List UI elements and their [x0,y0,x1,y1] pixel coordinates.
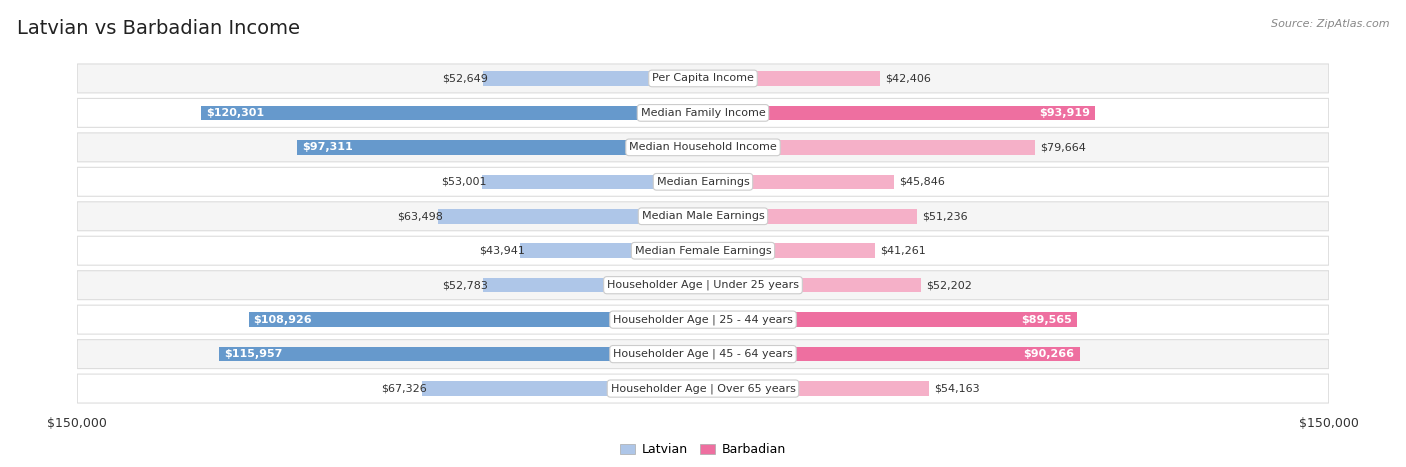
Text: $67,326: $67,326 [381,383,427,394]
Bar [439,209,703,224]
Text: $108,926: $108,926 [253,315,312,325]
Text: Median Male Earnings: Median Male Earnings [641,211,765,221]
Bar [703,312,1077,327]
Legend: Latvian, Barbadian: Latvian, Barbadian [616,439,790,461]
Text: $54,163: $54,163 [934,383,980,394]
FancyBboxPatch shape [77,133,1329,162]
Text: $53,001: $53,001 [441,177,486,187]
Text: $51,236: $51,236 [922,211,967,221]
FancyBboxPatch shape [77,305,1329,334]
Bar [703,175,894,189]
Text: $93,919: $93,919 [1039,108,1090,118]
Text: Per Capita Income: Per Capita Income [652,73,754,84]
Bar [422,382,703,396]
Text: $42,406: $42,406 [884,73,931,84]
Text: Householder Age | 45 - 64 years: Householder Age | 45 - 64 years [613,349,793,359]
Bar [703,140,1035,155]
Text: $97,311: $97,311 [302,142,353,152]
FancyBboxPatch shape [77,340,1329,368]
FancyBboxPatch shape [77,374,1329,403]
Text: $79,664: $79,664 [1040,142,1087,152]
Bar [703,243,875,258]
Text: $52,202: $52,202 [925,280,972,290]
Text: $41,261: $41,261 [880,246,927,256]
Bar [703,209,917,224]
Text: $63,498: $63,498 [398,211,443,221]
Bar [520,243,703,258]
Bar [201,106,703,120]
FancyBboxPatch shape [77,64,1329,93]
Text: Median Female Earnings: Median Female Earnings [634,246,772,256]
Bar [484,71,703,85]
Text: Median Household Income: Median Household Income [628,142,778,152]
Bar [703,71,880,85]
Text: Householder Age | Under 25 years: Householder Age | Under 25 years [607,280,799,290]
Bar [703,382,929,396]
Text: $89,565: $89,565 [1021,315,1071,325]
Text: $52,649: $52,649 [443,73,488,84]
Bar [703,106,1095,120]
FancyBboxPatch shape [77,167,1329,196]
Bar [482,175,703,189]
FancyBboxPatch shape [77,202,1329,231]
Bar [703,347,1080,361]
Text: Householder Age | 25 - 44 years: Householder Age | 25 - 44 years [613,314,793,325]
Text: Householder Age | Over 65 years: Householder Age | Over 65 years [610,383,796,394]
Text: $43,941: $43,941 [479,246,524,256]
Text: Source: ZipAtlas.com: Source: ZipAtlas.com [1271,19,1389,28]
Text: Median Family Income: Median Family Income [641,108,765,118]
FancyBboxPatch shape [77,271,1329,300]
Bar [482,278,703,292]
Text: Latvian vs Barbadian Income: Latvian vs Barbadian Income [17,19,299,38]
Bar [219,347,703,361]
Text: $115,957: $115,957 [225,349,283,359]
Bar [297,140,703,155]
Text: $45,846: $45,846 [900,177,945,187]
Text: $90,266: $90,266 [1024,349,1074,359]
Text: Median Earnings: Median Earnings [657,177,749,187]
FancyBboxPatch shape [77,236,1329,265]
Bar [249,312,703,327]
FancyBboxPatch shape [77,99,1329,127]
Text: $120,301: $120,301 [207,108,264,118]
Bar [703,278,921,292]
Text: $52,783: $52,783 [441,280,488,290]
